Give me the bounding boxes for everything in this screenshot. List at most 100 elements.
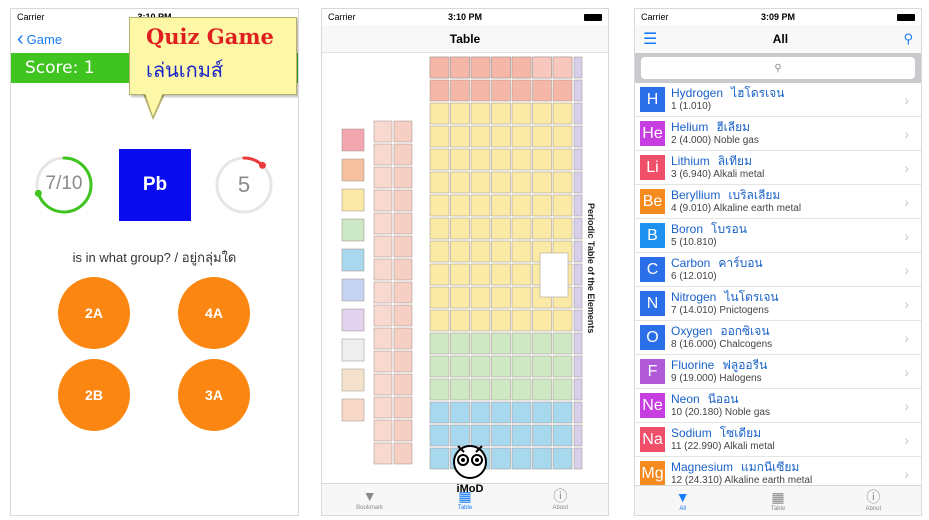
element-info: Helium ฮีเลียม 2 (4.000) Noble gas xyxy=(671,121,921,146)
list-screen: Carrier 3:09 PM ☰ All ⚲ ⚲ H Hydrogen ไฮโดร… xyxy=(634,8,922,516)
tab-bar: ▼ Bookmark ▦ Table ⓘ About xyxy=(322,483,608,515)
element-cell xyxy=(429,263,450,286)
tab-label: All xyxy=(679,505,686,512)
tab-table[interactable]: ▦ Table xyxy=(417,484,512,515)
element-cell xyxy=(491,424,511,447)
back-button[interactable]: ‹ Game xyxy=(11,25,298,53)
element-cell xyxy=(573,263,583,286)
element-row[interactable]: Ne Neon นีออน 10 (20.180) Noble gas › xyxy=(635,389,921,423)
legend-swatch xyxy=(341,338,365,362)
periodic-table-graphic xyxy=(341,56,583,470)
element-row[interactable]: F Fluorine ฟลูออรีน 9 (19.000) Halogens › xyxy=(635,355,921,389)
element-cell xyxy=(491,148,511,171)
tab-label: About xyxy=(552,504,569,511)
element-cell xyxy=(532,148,552,171)
element-row[interactable]: C Carbon คาร์บอน 6 (12.010) › xyxy=(635,253,921,287)
element-cell xyxy=(491,217,511,240)
element-cell xyxy=(491,401,511,424)
element-cell xyxy=(552,194,573,217)
tab-table[interactable]: ▦ Table xyxy=(730,486,825,515)
element-row[interactable]: O Oxygen ออกซิเจน 8 (16.000) Chalcogens › xyxy=(635,321,921,355)
f-block-cell xyxy=(373,258,393,281)
carrier-label: Carrier xyxy=(328,12,356,22)
element-row[interactable]: H Hydrogen ไฮโดรเจน 1 (1.010) › xyxy=(635,83,921,117)
element-symbol: Pb xyxy=(142,174,168,195)
element-cell xyxy=(511,332,532,355)
element-cell xyxy=(552,309,573,332)
element-cell xyxy=(552,401,573,424)
legend-swatch xyxy=(341,188,365,212)
element-cell xyxy=(532,171,552,194)
chevron-right-icon: › xyxy=(904,295,909,312)
element-row[interactable]: N Nitrogen ไนโตรเจน 7 (14.010) Pnictogens › xyxy=(635,287,921,321)
owl-logo-icon xyxy=(453,445,487,479)
element-info: Fluorine ฟลูออรีน 9 (19.000) Halogens xyxy=(671,358,921,384)
element-row[interactable]: B Boron โบรอน 5 (10.810) › xyxy=(635,219,921,253)
answer-button-3[interactable]: 2B xyxy=(58,359,130,431)
legend-swatch xyxy=(341,308,365,332)
element-info: Magnesium แมกนีเซียม 12 (24.310) Alkaline … xyxy=(671,461,921,486)
element-thai-name: คาร์บอน xyxy=(718,256,763,271)
info-icon: ⓘ xyxy=(553,487,568,504)
element-cell xyxy=(429,401,450,424)
element-info: Nitrogen ไนโตรเจน 7 (14.010) Pnictogens xyxy=(671,291,921,316)
element-row[interactable]: He Helium ฮีเลียม 2 (4.000) Noble gas › xyxy=(635,117,921,151)
element-name: Neon xyxy=(671,392,700,407)
element-cell xyxy=(511,171,532,194)
tab-about[interactable]: ⓘ About xyxy=(513,484,608,515)
element-cell xyxy=(511,424,532,447)
element-cell xyxy=(532,447,552,470)
element-cell xyxy=(511,125,532,148)
periodic-table-image[interactable]: Periodic Table of the Elements xyxy=(322,53,608,485)
element-cell xyxy=(532,355,552,378)
element-thai-name: เบริลเลียม xyxy=(728,188,781,203)
tab-about[interactable]: ⓘ About xyxy=(826,486,921,515)
element-name-line: Helium ฮีเลียม xyxy=(671,121,921,134)
answer-button-4[interactable]: 3A xyxy=(178,359,250,431)
element-thai-name: ฟลูออรีน xyxy=(722,358,768,373)
f-block-cell xyxy=(393,442,413,465)
page-title: Table xyxy=(449,31,481,46)
chevron-right-icon: › xyxy=(904,261,909,278)
menu-icon[interactable]: ☰ xyxy=(643,31,658,48)
tab-all[interactable]: ▼ All xyxy=(635,486,730,515)
element-symbol-tile: F xyxy=(640,359,665,384)
element-thai-name: ลิเทียม xyxy=(717,154,752,169)
element-symbol-tile: Be xyxy=(640,189,665,214)
element-cell xyxy=(532,378,552,401)
element-cell xyxy=(491,102,511,125)
element-list: H Hydrogen ไฮโดรเจน 1 (1.010) › He Helium ฮีเลี… xyxy=(635,83,921,491)
f-block-cell xyxy=(373,143,393,166)
element-name-line: Nitrogen ไนโตรเจน xyxy=(671,291,921,304)
element-cell xyxy=(429,240,450,263)
element-cell xyxy=(491,378,511,401)
element-name-line: Oxygen ออกซิเจน xyxy=(671,325,921,338)
element-cell xyxy=(552,171,573,194)
element-cell xyxy=(532,424,552,447)
element-cell xyxy=(429,125,450,148)
element-name: Hydrogen xyxy=(671,86,724,101)
element-info: Hydrogen ไฮโดรเจน 1 (1.010) xyxy=(671,86,921,112)
element-row[interactable]: Be Beryllium เบริลเลียม 4 (9.010) Alkaline … xyxy=(635,185,921,219)
element-cell xyxy=(470,171,491,194)
element-detail: 3 (6.940) Alkali metal xyxy=(671,168,765,180)
answer-button-2[interactable]: 4A xyxy=(178,277,250,349)
element-detail: 8 (16.000) Chalcogens xyxy=(671,338,773,350)
search-glass-icon: ⚲ xyxy=(774,62,782,74)
search-input[interactable]: ⚲ xyxy=(641,57,915,79)
chevron-right-icon: › xyxy=(904,193,909,210)
element-thai-name: นีออน xyxy=(707,392,739,407)
element-cell xyxy=(470,148,491,171)
info-icon: ⓘ xyxy=(866,488,881,505)
element-detail: 6 (12.010) xyxy=(671,270,717,282)
element-cell xyxy=(470,217,491,240)
element-cell xyxy=(450,401,470,424)
element-cell xyxy=(511,102,532,125)
element-row[interactable]: Li Lithium ลิเทียม 3 (6.940) Alkali metal › xyxy=(635,151,921,185)
legend-swatch xyxy=(341,248,365,272)
f-block-cell xyxy=(393,258,413,281)
answer-button-1[interactable]: 2A xyxy=(58,277,130,349)
element-row[interactable]: Na Sodium โซเดียม 11 (22.990) Alkali metal › xyxy=(635,423,921,457)
tab-bookmark[interactable]: ▼ Bookmark xyxy=(322,484,417,515)
search-icon[interactable]: ⚲ xyxy=(903,31,913,46)
